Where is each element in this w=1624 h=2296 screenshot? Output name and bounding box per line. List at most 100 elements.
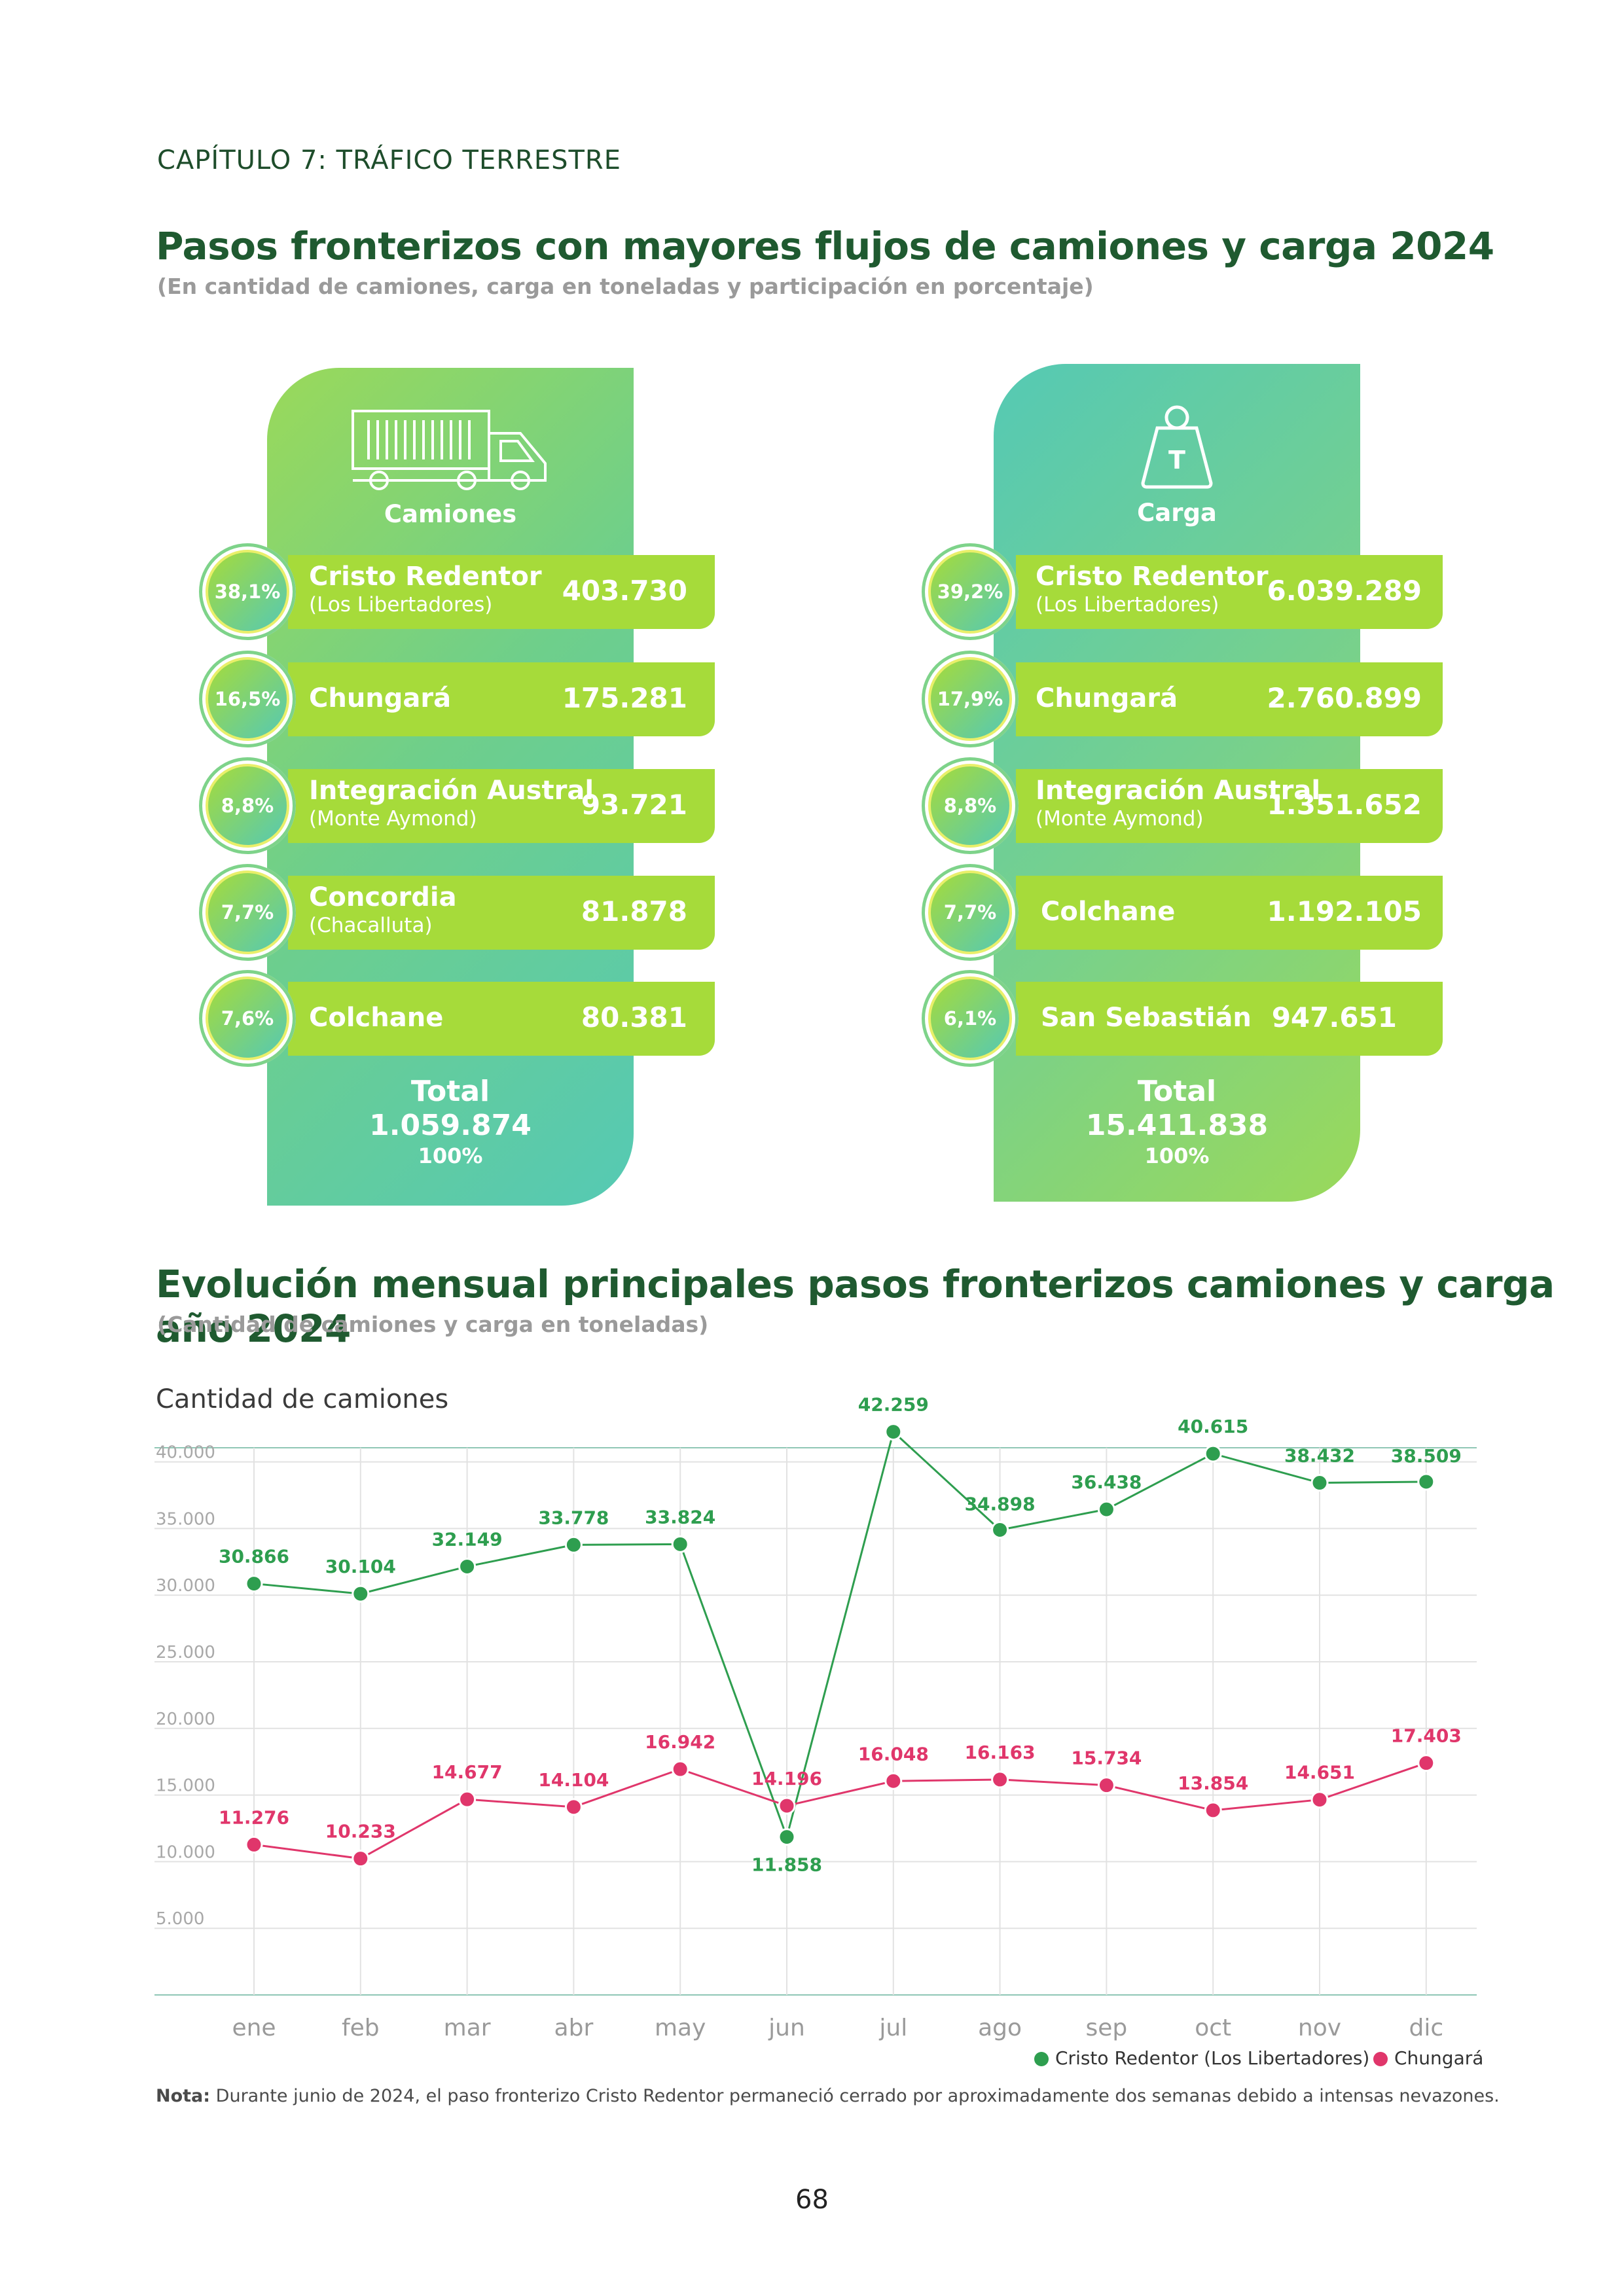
legend-marker-green [1034, 2052, 1049, 2066]
section1-subtitle: (En cantidad de camiones, carga en tonel… [157, 274, 1094, 299]
data-point [245, 1835, 263, 1854]
trucks-row: Integración Austral (Monte Aymond) 93.72… [288, 769, 715, 843]
cargo-panel-title: Carga [1137, 499, 1217, 527]
y-tick-label: 5.000 [156, 1909, 204, 1929]
y-tick-label: 30.000 [156, 1576, 215, 1596]
legend-item-cristo: Cristo Redentor (Los Libertadores) [1034, 2047, 1369, 2069]
data-point [352, 1585, 370, 1603]
pct-badge: 8,8% [199, 757, 296, 854]
weight-icon: T [994, 401, 1360, 495]
data-point [458, 1790, 477, 1808]
series-line-cristo-redentor [253, 1429, 1426, 1840]
data-point [778, 1797, 796, 1815]
row-subname: (Los Libertadores) [309, 593, 493, 617]
row-subname: (Monte Aymond) [1036, 807, 1204, 831]
data-point [671, 1760, 689, 1778]
pct-badge: 38,1% [199, 543, 296, 640]
data-label: 10.233 [325, 1821, 396, 1842]
page-number: 68 [795, 2185, 829, 2215]
trucks-row: Colchane 80.381 [288, 982, 715, 1056]
pct-badge: 7,6% [199, 970, 296, 1067]
row-name: Chungará [309, 683, 452, 713]
x-tick-label: sep [1086, 2015, 1128, 2041]
cargo-row: Integración Austral (Monte Aymond) 1.351… [1016, 769, 1443, 843]
cargo-row: Chungará 2.760.899 [1016, 662, 1443, 736]
row-name: Cristo Redentor [1036, 562, 1269, 592]
data-point [884, 1772, 903, 1790]
data-point [458, 1557, 477, 1575]
data-label: 13.854 [1178, 1772, 1248, 1794]
data-point [352, 1850, 370, 1868]
data-label: 33.824 [645, 1506, 715, 1528]
pct-badge: 17,9% [922, 651, 1019, 747]
pct-badge: 7,7% [199, 864, 296, 961]
data-label: 38.509 [1391, 1445, 1462, 1467]
x-tick-label: oct [1195, 2015, 1231, 2041]
row-name: San Sebastián [1041, 1003, 1252, 1033]
x-tick-label: jun [768, 2015, 805, 2041]
x-tick-label: nov [1298, 2015, 1341, 2041]
row-value: 403.730 [562, 575, 687, 607]
y-tick-label: 20.000 [156, 1710, 215, 1729]
data-label: 30.866 [219, 1546, 289, 1568]
cargo-total-label: Total [1137, 1075, 1217, 1108]
legend-item-chungara: Chungará [1373, 2047, 1483, 2069]
data-label: 32.149 [432, 1528, 503, 1550]
chapter-heading: CAPÍTULO 7: TRÁFICO TERRESTRE [157, 145, 621, 175]
row-value: 1.351.652 [1267, 789, 1422, 821]
x-tick-label: feb [342, 2015, 380, 2041]
data-label: 16.048 [858, 1743, 929, 1765]
data-point [564, 1535, 583, 1554]
trucks-total-pct: 100% [418, 1143, 483, 1168]
trucks-total-label: Total [410, 1075, 490, 1108]
row-name: Concordia [309, 882, 457, 912]
pct-badge: 39,2% [922, 543, 1019, 640]
y-tick-label: 15.000 [156, 1776, 215, 1796]
row-subname: (Chacalluta) [309, 914, 433, 937]
x-tick-label: may [655, 2015, 706, 2041]
row-value: 2.760.899 [1267, 682, 1422, 714]
data-label: 14.104 [538, 1769, 609, 1791]
data-label: 36.438 [1071, 1471, 1142, 1493]
cargo-row: Cristo Redentor (Los Libertadores) 6.039… [1016, 555, 1443, 629]
data-label: 34.898 [965, 1493, 1036, 1515]
data-point [1310, 1791, 1329, 1809]
x-tick-label: dic [1409, 2015, 1443, 2041]
data-label: 42.259 [858, 1394, 929, 1416]
row-name: Integración Austral [1036, 776, 1321, 806]
data-point [778, 1828, 796, 1846]
data-point [1310, 1474, 1329, 1492]
data-label: 16.163 [965, 1742, 1036, 1763]
data-point [1417, 1754, 1435, 1772]
row-value: 1.192.105 [1267, 895, 1422, 927]
trucks-row: Concordia (Chacalluta) 81.878 [288, 876, 715, 950]
data-label: 14.651 [1284, 1762, 1355, 1784]
y-tick-label: 40.000 [156, 1443, 215, 1463]
row-subname: (Los Libertadores) [1036, 593, 1219, 617]
svg-text:T: T [1168, 446, 1185, 475]
y-tick-label: 10.000 [156, 1842, 215, 1862]
data-point [1204, 1801, 1222, 1820]
data-point [1204, 1444, 1222, 1463]
data-label: 15.734 [1071, 1748, 1142, 1769]
y-tick-label: 25.000 [156, 1643, 215, 1662]
chart-title: Cantidad de camiones [156, 1384, 449, 1414]
data-point [1097, 1776, 1115, 1795]
footnote: Nota: Durante junio de 2024, el paso fro… [156, 2086, 1500, 2106]
data-point [991, 1770, 1009, 1789]
x-tick-label: ene [232, 2015, 276, 2041]
data-label: 40.615 [1178, 1416, 1248, 1437]
pct-badge: 16,5% [199, 651, 296, 747]
legend-marker-pink [1373, 2052, 1388, 2066]
x-tick-label: jul [878, 2015, 907, 2041]
data-label: 38.432 [1284, 1445, 1355, 1467]
data-label: 33.778 [538, 1507, 609, 1528]
truck-icon [267, 407, 634, 495]
trucks-row: Chungará 175.281 [288, 662, 715, 736]
cargo-total-value: 15.411.838 [1085, 1109, 1269, 1142]
pct-badge: 7,7% [922, 864, 1019, 961]
data-label: 17.403 [1391, 1725, 1462, 1747]
row-value: 80.381 [581, 1001, 687, 1033]
section2-title: Evolución mensual principales pasos fron… [156, 1262, 1555, 1351]
data-label: 30.104 [325, 1556, 396, 1577]
